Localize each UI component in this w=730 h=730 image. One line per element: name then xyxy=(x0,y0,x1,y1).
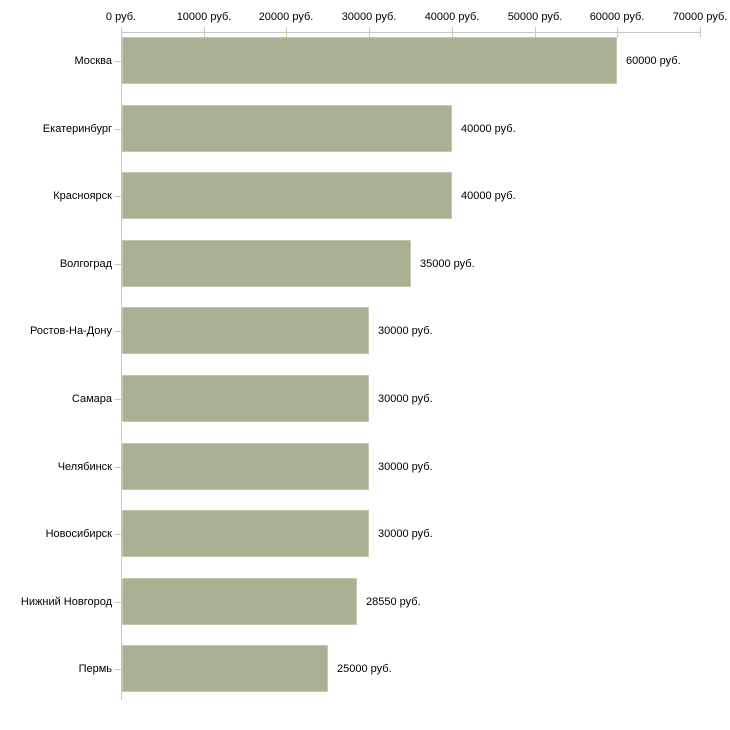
bar-value-label: 35000 руб. xyxy=(420,258,475,270)
bar-value-label: 30000 руб. xyxy=(378,461,433,473)
bar xyxy=(122,37,617,84)
bar-value-label: 40000 руб. xyxy=(461,123,516,135)
x-axis-tick-label: 10000 руб. xyxy=(176,11,232,23)
y-category-tick-mark xyxy=(115,534,121,535)
bar-value-label: 40000 руб. xyxy=(461,190,516,202)
y-category-label: Волгоград xyxy=(59,258,112,270)
y-category-label: Красноярск xyxy=(53,190,112,202)
y-category-tick-mark xyxy=(115,602,121,603)
y-category-label: Екатеринбург xyxy=(42,123,112,135)
y-axis-line xyxy=(121,32,122,700)
bar-value-label: 28550 руб. xyxy=(366,596,421,608)
bar xyxy=(122,443,369,490)
x-axis-tick-mark xyxy=(535,27,536,37)
y-category-tick-mark xyxy=(115,467,121,468)
bar xyxy=(122,645,328,692)
y-category-label: Ростов-На-Дону xyxy=(29,325,112,337)
x-axis-tick-label: 0 руб. xyxy=(105,11,137,23)
x-axis-tick-mark xyxy=(369,27,370,37)
x-axis-tick-mark xyxy=(452,27,453,37)
x-axis-tick-mark xyxy=(204,27,205,37)
y-category-label: Пермь xyxy=(78,663,112,675)
bar xyxy=(122,105,452,152)
x-axis-tick-label: 40000 руб. xyxy=(424,11,480,23)
bar xyxy=(122,240,411,287)
bar xyxy=(122,172,452,219)
x-axis-tick-label: 60000 руб. xyxy=(589,11,645,23)
x-axis-tick-label: 70000 руб. xyxy=(672,11,728,23)
x-axis-line xyxy=(121,32,700,33)
bar-value-label: 30000 руб. xyxy=(378,393,433,405)
y-category-tick-mark xyxy=(115,61,121,62)
y-category-tick-mark xyxy=(115,399,121,400)
y-category-tick-mark xyxy=(115,669,121,670)
bar xyxy=(122,578,357,625)
bar-value-label: 25000 руб. xyxy=(337,663,392,675)
y-category-tick-mark xyxy=(115,196,121,197)
y-category-label: Нижний Новгород xyxy=(20,596,112,608)
y-category-label: Челябинск xyxy=(57,461,112,473)
y-category-tick-mark xyxy=(115,331,121,332)
y-category-label: Новосибирск xyxy=(45,528,112,540)
bar xyxy=(122,375,369,422)
y-category-tick-mark xyxy=(115,264,121,265)
bar-value-label: 60000 руб. xyxy=(626,55,681,67)
x-axis-tick-label: 30000 руб. xyxy=(341,11,397,23)
y-category-label: Москва xyxy=(74,55,112,67)
x-axis-tick-mark xyxy=(617,27,618,37)
x-axis-tick-label: 20000 руб. xyxy=(258,11,314,23)
y-category-tick-mark xyxy=(115,129,121,130)
x-axis-tick-mark xyxy=(286,27,287,37)
y-category-label: Самара xyxy=(71,393,112,405)
x-axis-tick-mark xyxy=(700,27,701,37)
bar xyxy=(122,510,369,557)
bar xyxy=(122,307,369,354)
bar-value-label: 30000 руб. xyxy=(378,325,433,337)
x-axis-tick-label: 50000 руб. xyxy=(507,11,563,23)
bar-value-label: 30000 руб. xyxy=(378,528,433,540)
x-axis-tick-mark xyxy=(121,27,122,37)
